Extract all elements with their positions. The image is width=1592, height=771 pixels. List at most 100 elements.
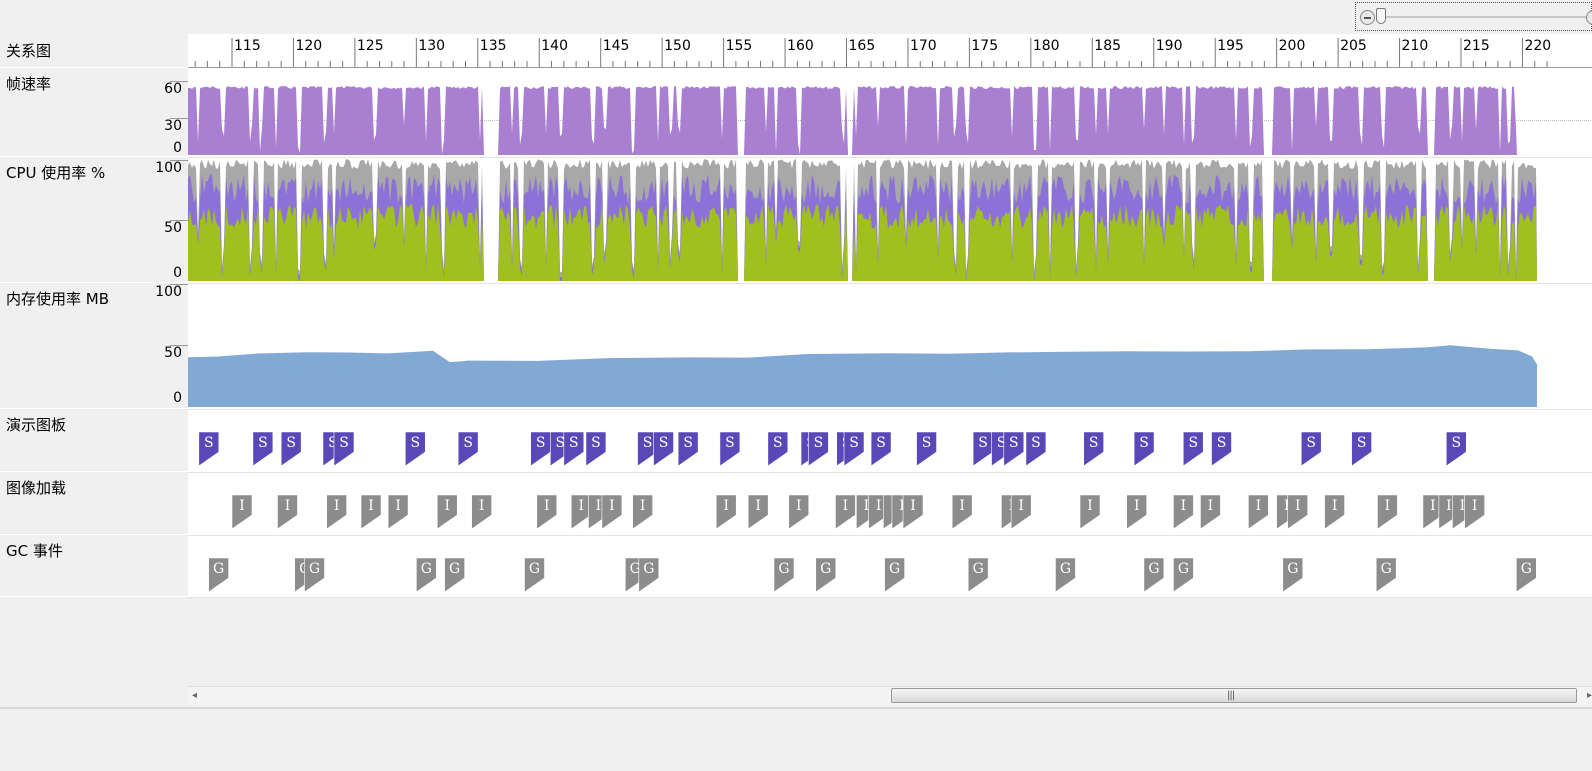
storyboard-marker: S (1182, 431, 1204, 467)
image-load-marker-letter: I (959, 498, 965, 514)
storyboard-marker-flag (404, 431, 426, 467)
image-load-marker-letter: I (444, 498, 450, 514)
top-toolbar (0, 0, 1592, 34)
gc-marker-flag (1173, 557, 1194, 593)
gc-marker-flag (1375, 557, 1397, 593)
gc-marker-flag (444, 557, 465, 593)
storyboard-events[interactable]: SSSSSSSSSSSSSSSSSSSSSSSSSSSSSSSSS (198, 431, 1467, 467)
gc-marker: G (638, 557, 660, 593)
ruler-tick-label: 200 (1279, 38, 1306, 54)
image-load-marker-flag (326, 494, 347, 530)
gc-marker-flag (416, 557, 437, 593)
image-load-marker-flag (1248, 494, 1269, 530)
image-load-marker-letter: I (1446, 498, 1452, 514)
gc-marker: G (208, 557, 229, 593)
storyboard-marker-flag (677, 431, 699, 467)
image-load-marker-letter: I (1295, 498, 1301, 514)
horizontal-scrollbar[interactable]: ◂ ||| ▸ (188, 686, 1592, 705)
y-tick-label: 0 (173, 390, 182, 406)
image-load-marker: I (1377, 494, 1398, 530)
lane-title: 关系图 (6, 42, 52, 60)
storyboard-marker: S (198, 431, 220, 467)
image-load-marker-flag (1200, 494, 1221, 530)
scrollbar-thumb[interactable]: ||| (891, 688, 1577, 703)
storyboard-marker: S (585, 431, 607, 467)
storyboard-marker-flag (333, 431, 355, 467)
image-load-marker-letter: I (1208, 498, 1214, 514)
gc-marker-flag (638, 557, 660, 593)
frame-rate-graph[interactable] (188, 68, 1592, 157)
storyboard-marker-flag (1133, 431, 1155, 467)
image-load-marker: I (231, 494, 253, 530)
scroll-right-icon[interactable]: ▸ (1586, 690, 1592, 701)
zoom-slider[interactable] (1355, 2, 1592, 31)
lane-title: 帧速率 (6, 75, 52, 93)
image-load-marker-letter: I (640, 498, 646, 514)
y-tick-label: 0 (173, 140, 182, 156)
ruler-tick-label: 160 (787, 38, 814, 54)
scroll-left-icon[interactable]: ◂ (192, 690, 198, 701)
cpu-usage-graph[interactable] (188, 157, 1592, 283)
storyboard-marker: S (457, 431, 479, 467)
image-load-marker-letter: I (596, 498, 602, 514)
ruler-tick-label: 115 (234, 38, 261, 54)
image-load-marker: I (1464, 494, 1485, 530)
ruler-tick-label: 175 (971, 38, 998, 54)
image-load-marker-flag (1173, 494, 1194, 530)
image-load-marker-letter: I (1472, 498, 1478, 514)
timeline-plot[interactable]: 115 120 125 130 135 140 145 150 155 160 165 170 175 1… (188, 34, 1592, 606)
storyboard-marker-letter: S (339, 435, 349, 451)
y-tick-mark (170, 345, 188, 346)
gc-marker-letter: G (309, 561, 320, 577)
y-tick-label: 100 (155, 160, 182, 176)
storyboard-marker: S (252, 431, 274, 467)
gc-marker: G (1173, 557, 1194, 593)
image-load-marker-flag (632, 494, 653, 530)
lane-label-gc-events: GC 事件 (0, 535, 188, 597)
zoom-thumb[interactable] (1376, 8, 1386, 24)
gc-marker-flag (815, 557, 837, 593)
gc-marker-letter: G (1381, 561, 1392, 577)
storyboard-marker-flag (1351, 431, 1372, 467)
image-load-marker-letter: I (899, 498, 905, 514)
storyboard-marker-letter: S (814, 435, 824, 451)
gc-events[interactable]: GGGGGGGGGGGGGGGGGG (208, 557, 1537, 593)
zoom-track[interactable] (1376, 16, 1591, 18)
storyboard-marker-flag (808, 431, 829, 467)
ruler-tick-label: 205 (1340, 38, 1367, 54)
lane-title: 内存使用率 MB (6, 290, 110, 308)
y-tick-label: 60 (164, 81, 182, 97)
storyboard-marker: S (404, 431, 426, 467)
gc-marker-letter: G (778, 561, 789, 577)
gc-marker-flag (1516, 557, 1537, 593)
ruler-tick-label: 120 (295, 38, 322, 54)
image-load-marker-letter: I (876, 498, 882, 514)
gc-marker: G (444, 557, 465, 593)
gc-marker-letter: G (1148, 561, 1159, 577)
image-load-marker-letter: I (285, 498, 291, 514)
storyboard-marker-flag (653, 431, 674, 467)
time-ruler[interactable]: 115 120 125 130 135 140 145 150 155 160 165 170 175 1… (188, 38, 1592, 68)
grip-icon: ||| (1227, 690, 1235, 701)
gc-marker-letter: G (213, 561, 224, 577)
image-load-marker-flag (1010, 494, 1032, 530)
image-load-marker: I (326, 494, 347, 530)
image-load-events[interactable]: IIIIIIIIIIIIIIIIIIIIIIIIIIIIIIIIIIIII (231, 494, 1485, 530)
image-load-marker: I (747, 494, 769, 530)
zoom-out-icon[interactable] (1360, 10, 1375, 25)
ruler-tick-label: 125 (357, 38, 384, 54)
y-tick-mark (170, 160, 188, 161)
storyboard-marker: S (1211, 431, 1232, 467)
image-load-marker-letter: I (1284, 498, 1290, 514)
storyboard-marker-flag (1025, 431, 1047, 467)
image-load-marker-letter: I (239, 498, 245, 514)
image-load-marker-letter: I (910, 498, 916, 514)
zoom-in-icon[interactable] (1586, 10, 1592, 25)
storyboard-marker-letter: S (410, 435, 420, 451)
storyboard-marker: S (1083, 431, 1104, 467)
gc-marker: G (967, 557, 989, 593)
memory-usage-graph[interactable] (188, 283, 1592, 409)
cpu-ui-area (188, 204, 1537, 281)
storyboard-marker: S (767, 431, 789, 467)
ruler-tick-label: 195 (1217, 38, 1244, 54)
